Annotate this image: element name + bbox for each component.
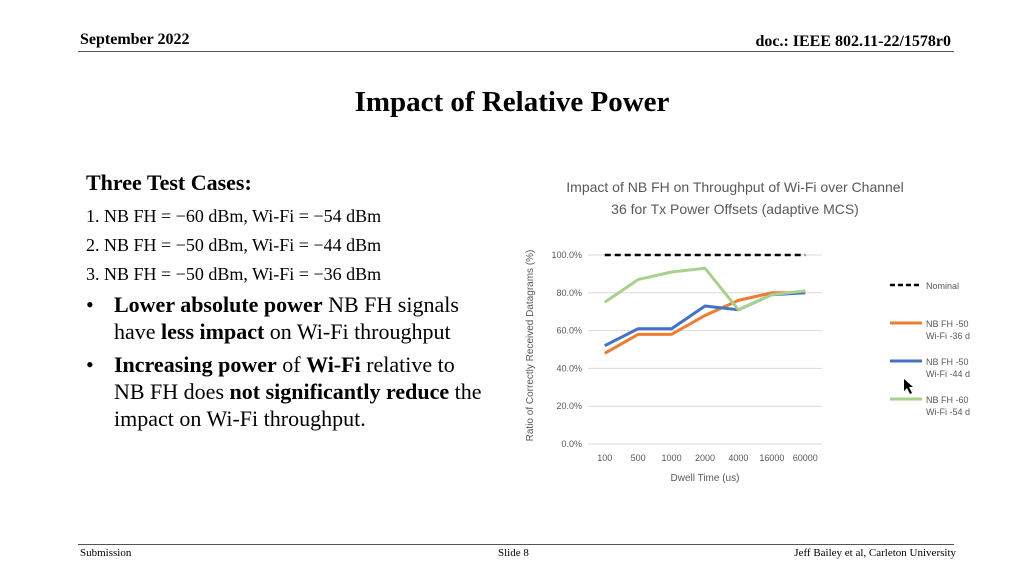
throughput-chart: Impact of NB FH on Throughput of Wi-Fi o… (520, 172, 992, 492)
chart-svg: Impact of NB FH on Throughput of Wi-Fi o… (525, 179, 992, 484)
legend-label-3: NB FH -60 dBm, (926, 395, 970, 405)
x-tick-label: 60000 (793, 453, 818, 463)
header-divider (78, 51, 954, 52)
x-tick-label: 2000 (695, 453, 715, 463)
series-line-1 (603, 291, 806, 355)
test-case-1: 1. NB FH = −60 dBm, Wi-Fi = −54 dBm (86, 206, 382, 226)
footer-authors: Jeff Bailey et al, Carleton University (794, 547, 956, 559)
test-case-2: 2. NB FH = −50 dBm, Wi-Fi = −44 dBm (86, 235, 382, 255)
x-tick-label: 1000 (662, 453, 682, 463)
legend-label-2: Wi-Fi -44 dBm (926, 369, 970, 379)
bullet-item-1: • Lower absolute power NB FH signals have… (86, 292, 459, 344)
header-date: September 2022 (80, 31, 190, 48)
series-line-3 (603, 266, 806, 312)
y-tick-label: 100.0% (551, 250, 582, 260)
bullet-dot-icon: • (86, 292, 94, 317)
legend-label-1: NB FH -50 dBm, (926, 319, 970, 329)
y-axis-label: Ratio of Correctly Received Datagrams (%… (525, 250, 536, 442)
footer-submission: Submission (80, 547, 132, 559)
x-tick-label: 4000 (728, 453, 748, 463)
legend-label-2: NB FH -50 dBm, (926, 357, 970, 367)
legend-label-0: Nominal (926, 281, 959, 291)
test-case-3: 3. NB FH = −50 dBm, Wi-Fi = −36 dBm (86, 264, 382, 284)
cursor-arrow-icon (904, 379, 913, 394)
x-axis-label: Dwell Time (us) (671, 473, 740, 484)
x-tick-label: 500 (631, 453, 646, 463)
test-cases-heading: Three Test Cases: (86, 170, 252, 195)
y-tick-label: 40.0% (556, 363, 582, 373)
bullet-list: • Lower absolute power NB FH signals have… (86, 291, 486, 432)
bullet-dot-icon: • (86, 352, 94, 377)
y-tick-label: 0.0% (561, 439, 582, 449)
footer-slide-number: Slide 8 (498, 547, 529, 559)
bullet-item-2: • Increasing power of Wi-Fi relative to N… (86, 352, 482, 431)
footer-divider (78, 544, 954, 545)
y-tick-label: 60.0% (556, 326, 582, 336)
legend-label-3: Wi-Fi -54 dBm (926, 407, 970, 417)
x-tick-label: 16000 (759, 453, 784, 463)
legend-label-1: Wi-Fi -36 dBm (926, 331, 970, 341)
y-tick-label: 80.0% (556, 288, 582, 298)
chart-title-line: 36 for Tx Power Offsets (adaptive MCS) (611, 201, 859, 217)
y-tick-label: 20.0% (556, 401, 582, 411)
header-doc-id: doc.: IEEE 802.11-22/1578r0 (755, 33, 951, 50)
chart-title-line: Impact of NB FH on Throughput of Wi-Fi o… (566, 179, 903, 195)
slide-body: Three Test Cases: 1. NB FH = −60 dBm, Wi… (86, 170, 486, 438)
x-tick-label: 100 (597, 453, 612, 463)
slide-title: Impact of Relative Power (354, 86, 670, 118)
